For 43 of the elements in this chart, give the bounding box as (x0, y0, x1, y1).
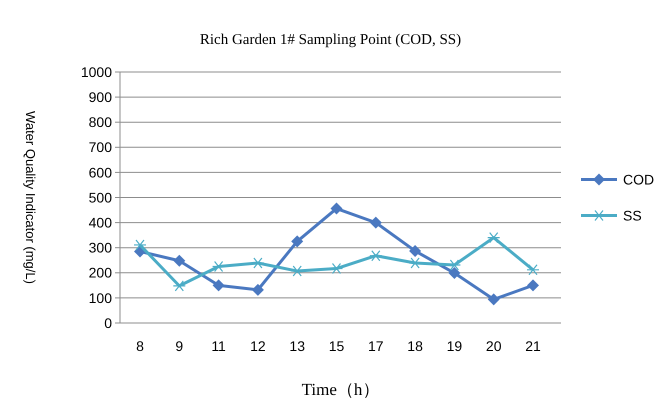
y-tick-label: 200 (88, 264, 112, 281)
y-tick-label: 100 (88, 290, 112, 306)
point (212, 279, 225, 292)
y-tick-label: 900 (88, 89, 112, 105)
x-tick-label: 21 (525, 338, 541, 354)
legend-label: SS (623, 207, 642, 224)
point (448, 267, 460, 280)
x-tick-label: 18 (407, 338, 424, 354)
point (409, 244, 422, 257)
y-tick-label: 0 (104, 314, 112, 331)
x-tick-label: 17 (368, 338, 384, 354)
y-axis-title: Water Quality Indicator (mg/L) (23, 111, 38, 284)
y-tick-label: 1000 (80, 64, 112, 80)
chart-title: Rich Garden 1# Sampling Point (COD, SS) (200, 32, 462, 48)
point (527, 279, 539, 292)
x-tick-label: 15 (328, 338, 344, 354)
x-tick-label: 11 (211, 338, 226, 354)
point (252, 284, 264, 296)
point (369, 250, 382, 262)
point (172, 280, 186, 292)
y-tick-label: 400 (88, 214, 112, 230)
x-tick-label: 8 (136, 338, 144, 354)
x-tick-label: 13 (289, 338, 306, 354)
y-tick-label: 500 (88, 189, 112, 206)
y-tick-label: 800 (88, 114, 112, 130)
point (330, 202, 342, 215)
x-tick-label: 9 (175, 338, 184, 354)
y-tick-label: 700 (88, 139, 112, 156)
x-axis-title: Time（h） (302, 380, 380, 399)
legend-label: COD (623, 171, 654, 188)
x-tick-label: 20 (486, 338, 502, 354)
x-tick-label: 12 (250, 338, 266, 354)
point (370, 216, 382, 229)
x-tick-label: 19 (446, 338, 462, 354)
point (526, 264, 540, 276)
point (488, 293, 500, 306)
point (173, 254, 186, 267)
y-tick-label: 600 (88, 164, 112, 180)
y-tick-label: 300 (88, 240, 112, 256)
point (133, 239, 147, 251)
point (290, 265, 304, 277)
point (487, 232, 500, 244)
point (291, 235, 304, 248)
